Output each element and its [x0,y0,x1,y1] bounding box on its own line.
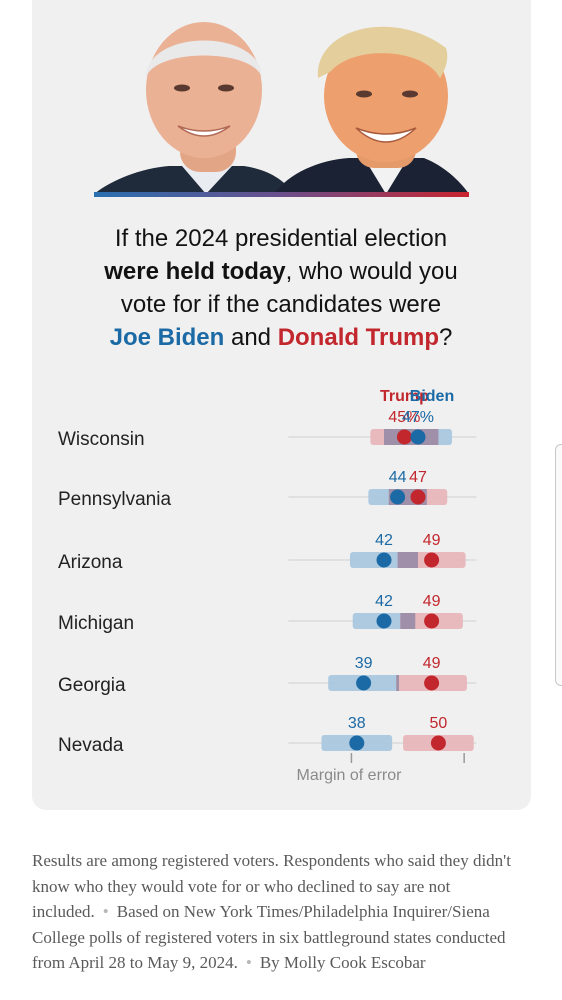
biden-value-michigan: 42 [375,593,393,610]
state-label-wisconsin: Wisconsin [58,429,145,450]
trump-point-georgia [424,675,440,691]
footer-source-note: Based on New York Times/Philadelphia Inq… [32,902,506,972]
separator-dot: • [102,902,109,921]
trump-value-nevada: 50 [430,715,448,732]
question-mark: ? [439,324,453,351]
biden-value-nevada: 38 [348,715,366,732]
trump-value-georgia: 49 [423,655,441,672]
trump-portrait [274,26,469,194]
biden-point-arizona [376,552,392,568]
trump-point-pennsylvania [410,489,426,505]
legend-biden: Biden [410,388,454,405]
question-line-3: vote for if the candidates were [120,291,442,318]
biden-point-nevada [349,735,365,751]
overlap-band-michigan [400,613,416,629]
trump-point-arizona [424,552,440,568]
footer-notes: Results are among registered voters. Res… [32,848,522,976]
trump-value-arizona: 49 [423,532,441,549]
biden-value-georgia: 39 [355,655,373,672]
question-emphasis: were held today [104,258,286,285]
biden-portrait [94,22,294,194]
trump-point-wisconsin [396,429,412,445]
state-label-nevada: Nevada [58,735,124,756]
trump-value-michigan: 49 [423,593,441,610]
state-label-arizona: Arizona [58,552,123,573]
question-line-2: , who would you [285,258,458,285]
moe-label: Margin of error [297,767,403,784]
overlap-band-arizona [397,552,418,568]
overlap-band-georgia [396,675,399,691]
biden-value-arizona: 42 [375,532,393,549]
trump-point-michigan [424,613,440,629]
candidate-portraits [94,22,469,194]
question-line-1: If the 2024 presidential election [114,225,448,252]
trump-value-wisconsin: 45% [388,409,420,426]
question-and: and [230,324,272,351]
biden-value-wisconsin: 47% [402,409,434,426]
biden-point-wisconsin [410,429,426,445]
state-label-georgia: Georgia [58,675,126,696]
separator-dot: • [245,953,252,972]
survey-question: If the 2024 presidential election were h… [40,222,522,354]
color-gradient-rule [94,192,469,197]
trump-point-nevada [430,735,446,751]
scroll-handle[interactable] [555,444,562,686]
trump-value-pennsylvania: 47 [409,469,427,486]
state-label-pennsylvania: Pennsylvania [58,489,171,510]
biden-value-pennsylvania: 44 [389,469,407,486]
biden-name: Joe Biden [109,324,225,351]
biden-point-michigan [376,613,392,629]
byline: By Molly Cook Escobar [259,953,426,972]
biden-point-pennsylvania [390,489,406,505]
legend-trump: Trump [380,388,429,405]
biden-point-georgia [356,675,372,691]
state-label-michigan: Michigan [58,613,134,634]
trump-name: Donald Trump [277,324,440,351]
footer-method-note: Results are among registered voters. Res… [32,851,511,921]
